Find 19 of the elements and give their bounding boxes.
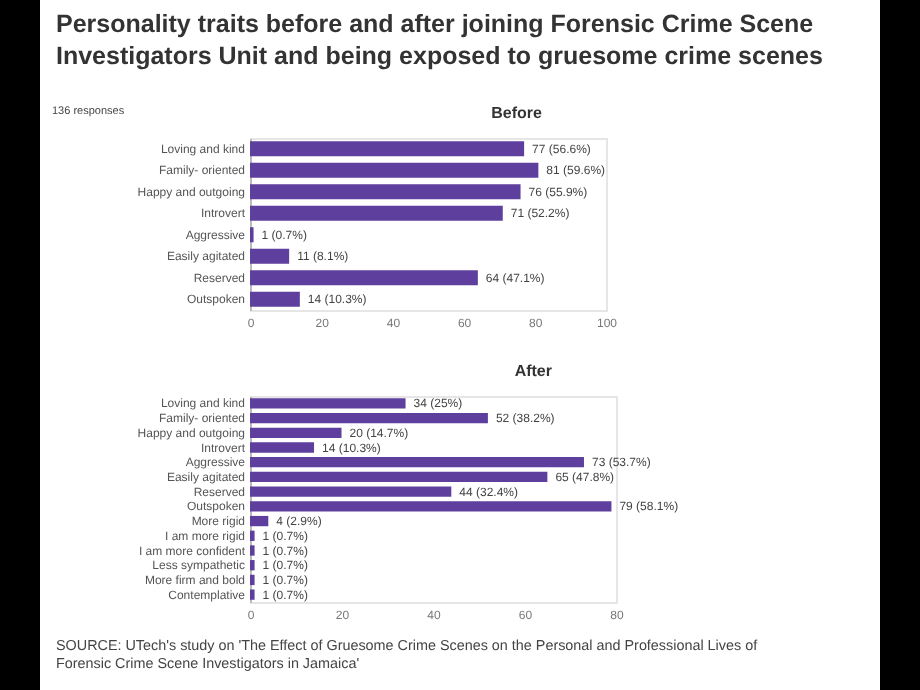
bar: [250, 427, 342, 438]
bar: [250, 515, 269, 527]
bar: [250, 442, 315, 453]
bar: [250, 398, 406, 409]
bar: [250, 162, 539, 178]
bar: [250, 184, 521, 200]
bar: [250, 248, 290, 264]
bar: [250, 205, 503, 221]
chart-title: Personality traits before and after joining Forensic Crime Scene Investigators Unit and being exposed to gruesome crime scenes: [56, 8, 825, 72]
chart-subtitle: Before: [491, 104, 544, 122]
bar: [250, 471, 548, 483]
bar: [250, 486, 452, 497]
bar: [250, 457, 584, 468]
bar: [250, 141, 525, 157]
chart-title: After: [514, 362, 552, 380]
bar: [250, 291, 300, 307]
bar: [250, 412, 488, 424]
bar: [250, 501, 612, 512]
bar: [250, 270, 478, 286]
